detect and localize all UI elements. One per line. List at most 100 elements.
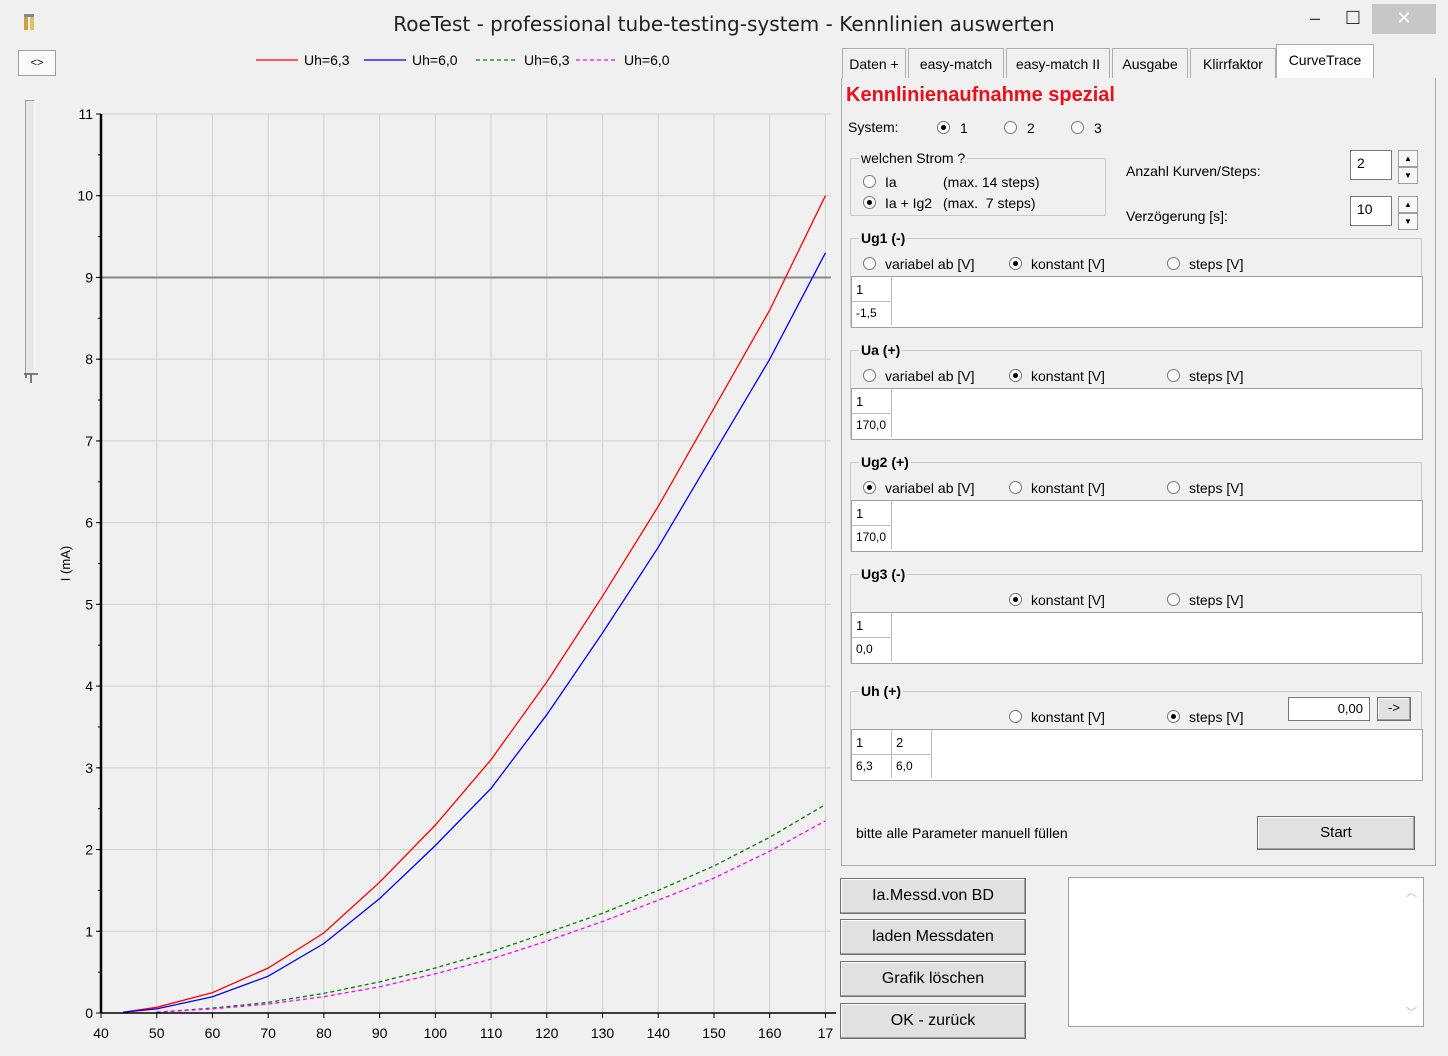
- scroll-down-icon[interactable]: ﹀: [1406, 1007, 1417, 1019]
- x-tick-label: 80: [316, 1025, 332, 1041]
- ug3-value[interactable]: 0,0: [852, 637, 891, 656]
- strom-iaig2-label: Ia + Ig2: [885, 195, 933, 211]
- ua-konstant-radio[interactable]: [1009, 369, 1022, 382]
- start-button[interactable]: Start: [1257, 816, 1415, 850]
- x-tick-label: 100: [424, 1025, 448, 1041]
- ug1-cell[interactable]: 1 -1,5: [852, 277, 892, 325]
- anzahl-spinner[interactable]: ▲ ▼: [1398, 150, 1418, 184]
- ug1-group: Ug1 (-) variabel ab [V] konstant [V] ste…: [850, 230, 1423, 328]
- ok-zurueck-button[interactable]: OK - zurück: [840, 1003, 1026, 1039]
- ug2-title: Ug2 (+): [859, 454, 911, 470]
- uh-value-2[interactable]: 6,0: [892, 754, 931, 773]
- message-memo[interactable]: ︿ ﹀: [1068, 877, 1424, 1027]
- y-tick-label: 8: [85, 351, 93, 367]
- ug2-value[interactable]: 170,0: [852, 525, 891, 544]
- uh-value-input[interactable]: 0,00: [1288, 697, 1370, 721]
- tab-daten[interactable]: Daten +: [842, 48, 906, 78]
- ug1-konstant-label: konstant [V]: [1031, 256, 1105, 272]
- strom-group-title: welchen Strom ?: [859, 150, 968, 166]
- x-tick-label: 150: [702, 1025, 726, 1041]
- system-3-label: 3: [1094, 120, 1102, 136]
- spin-up-icon[interactable]: ▲: [1398, 150, 1418, 167]
- y-tick-label: 3: [85, 760, 93, 776]
- laden-messdaten-button[interactable]: laden Messdaten: [840, 919, 1026, 955]
- ug3-konstant-radio[interactable]: [1009, 593, 1022, 606]
- slider-thumb-icon[interactable]: [22, 372, 40, 384]
- grafik-loeschen-button[interactable]: Grafik löschen: [840, 961, 1026, 997]
- tab-klirrfaktor[interactable]: Klirrfaktor: [1190, 48, 1276, 78]
- y-tick-label: 9: [85, 269, 93, 285]
- uh-apply-button[interactable]: ->: [1377, 697, 1411, 721]
- strom-iaig2-radio[interactable]: [863, 196, 876, 209]
- ua-grid[interactable]: 1 170,0: [851, 388, 1423, 440]
- y-tick-label: 0: [85, 1005, 93, 1021]
- minimize-button[interactable]: –: [1309, 8, 1320, 28]
- ug1-value[interactable]: -1,5: [852, 301, 891, 320]
- ug1-variabel-radio[interactable]: [863, 257, 876, 270]
- system-1-radio[interactable]: [937, 121, 950, 134]
- ua-steps-label: steps [V]: [1189, 368, 1244, 384]
- ug2-steps-radio[interactable]: [1167, 481, 1180, 494]
- ua-steps-radio[interactable]: [1167, 369, 1180, 382]
- spin-down-icon[interactable]: ▼: [1398, 213, 1418, 230]
- ua-group: Ua (+) variabel ab [V] konstant [V] step…: [850, 342, 1423, 440]
- ua-cell[interactable]: 1 170,0: [852, 389, 892, 437]
- anzahl-input[interactable]: 2: [1350, 150, 1392, 180]
- y-tick-label: 5: [85, 596, 93, 612]
- ua-value[interactable]: 170,0: [852, 413, 891, 432]
- scroll-up-icon[interactable]: ︿: [1406, 887, 1417, 899]
- close-button[interactable]: ✕: [1372, 4, 1436, 34]
- tab-easy-match-2[interactable]: easy-match II: [1006, 48, 1110, 78]
- legend-label-1: Uh=6,3: [304, 52, 350, 68]
- system-2-radio[interactable]: [1004, 121, 1017, 134]
- messd-bd-button[interactable]: Ia.Messd.von BD: [840, 878, 1026, 914]
- ug1-steps-radio[interactable]: [1167, 257, 1180, 270]
- uh-cell-2[interactable]: 2 6,0: [892, 730, 932, 778]
- ug2-steps-label: steps [V]: [1189, 480, 1244, 496]
- uh-konstant-label: konstant [V]: [1031, 709, 1105, 725]
- ug2-grid[interactable]: 1 170,0: [851, 500, 1423, 552]
- uh-value-1[interactable]: 6,3: [852, 754, 891, 773]
- ug3-grid[interactable]: 1 0,0: [851, 612, 1423, 664]
- tab-easy-match[interactable]: easy-match: [908, 48, 1004, 78]
- ug3-cell[interactable]: 1 0,0: [852, 613, 892, 661]
- ua-variabel-label: variabel ab [V]: [885, 368, 975, 384]
- curvetrace-panel: Kennlinienaufnahme spezial System: 1 2 3…: [841, 78, 1436, 866]
- expand-toggle-button[interactable]: <>: [18, 50, 56, 76]
- x-tick-label: 90: [372, 1025, 388, 1041]
- verzoegerung-input[interactable]: 10: [1350, 196, 1392, 226]
- x-tick-label: 160: [758, 1025, 782, 1041]
- chart-grid: [100, 113, 831, 1014]
- strom-ia-radio[interactable]: [863, 175, 876, 188]
- ug1-grid[interactable]: 1 -1,5: [851, 276, 1423, 328]
- tab-curvetrace[interactable]: CurveTrace: [1276, 44, 1374, 78]
- ug2-variabel-radio[interactable]: [863, 481, 876, 494]
- y-tick-label: 10: [77, 188, 93, 204]
- uh-cell-1[interactable]: 1 6,3: [852, 730, 892, 778]
- series-line-2: [123, 252, 826, 1013]
- vertical-slider-track[interactable]: [25, 100, 35, 375]
- hint-text: bitte alle Parameter manuell füllen: [856, 825, 1068, 841]
- system-3-radio[interactable]: [1071, 121, 1084, 134]
- spin-down-icon[interactable]: ▼: [1398, 167, 1418, 184]
- ua-variabel-radio[interactable]: [863, 369, 876, 382]
- ua-title: Ua (+): [859, 342, 903, 358]
- x-tick-label: 130: [591, 1025, 615, 1041]
- x-tick-label: 60: [205, 1025, 221, 1041]
- series-line-1: [123, 195, 826, 1013]
- uh-steps-radio[interactable]: [1167, 710, 1180, 723]
- ug3-title: Ug3 (-): [859, 566, 908, 582]
- ug1-konstant-radio[interactable]: [1009, 257, 1022, 270]
- ug3-col-header: 1: [856, 618, 864, 633]
- verzoegerung-spinner[interactable]: ▲ ▼: [1398, 196, 1418, 230]
- series-line-4: [156, 820, 826, 1013]
- uh-konstant-radio[interactable]: [1009, 710, 1022, 723]
- maximize-button[interactable]: ☐: [1344, 8, 1362, 28]
- spin-up-icon[interactable]: ▲: [1398, 196, 1418, 213]
- ug3-steps-radio[interactable]: [1167, 593, 1180, 606]
- ug2-cell[interactable]: 1 170,0: [852, 501, 892, 549]
- uh-grid[interactable]: 1 6,3 2 6,0: [851, 729, 1423, 781]
- tab-ausgabe[interactable]: Ausgabe: [1112, 48, 1188, 78]
- ug2-konstant-radio[interactable]: [1009, 481, 1022, 494]
- characteristic-curve-chart: 40 50 60 70 80 90 100 110 120 130 140 150 160 1701234…: [58, 52, 836, 1041]
